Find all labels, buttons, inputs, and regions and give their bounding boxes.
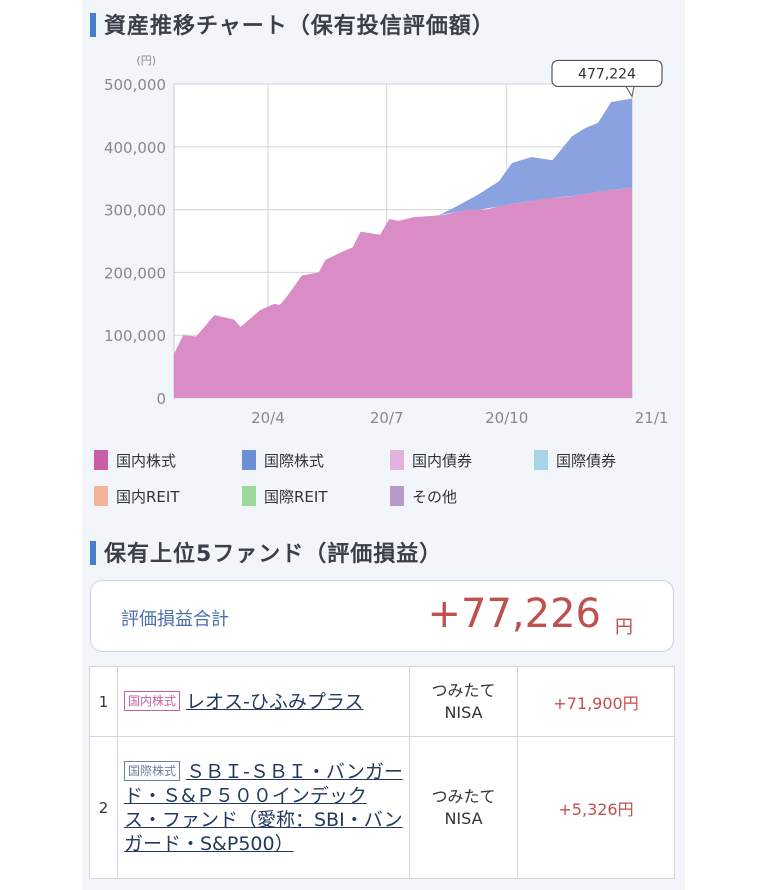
y-unit-label: (円)	[136, 54, 156, 67]
total-gain-value: +77,226	[427, 591, 601, 637]
y-tick-label: 200,000	[104, 264, 166, 282]
legend-swatch	[242, 450, 256, 470]
value-callout-label: 477,224	[578, 66, 636, 82]
x-tick-label: 21/1	[635, 409, 669, 427]
fund-link[interactable]: ＳＢＩ-ＳＢＩ・バンガード・Ｓ&Ｐ５００インデックス・ファンド（愛称：SBI・バ…	[124, 760, 403, 855]
x-tick-label: 20/10	[485, 409, 528, 427]
fund-gain: +5,326円	[517, 736, 675, 879]
value-callout-pointer	[625, 85, 635, 98]
fund-link[interactable]: レオス-ひふみプラス	[186, 690, 364, 713]
value-callout-box	[551, 59, 663, 88]
legend-item-intl-bond: 国際債券	[534, 450, 616, 471]
legend-item-domestic-bond: 国内債券	[390, 450, 472, 471]
fund-row: 2 国際株式 ＳＢＩ-ＳＢＩ・バンガード・Ｓ&Ｐ５００インデックス・ファンド（愛称…	[89, 736, 675, 879]
title-accent-bar	[90, 13, 96, 37]
legend-item-domestic-stock: 国内株式	[94, 450, 176, 471]
y-tick-label: 100,000	[104, 327, 166, 345]
fund-rank: 1	[89, 666, 118, 737]
legend-swatch	[390, 450, 404, 470]
top-funds-table: 1 国内株式 レオス-ひふみプラス つみたて NISA +71,900円 2 国際株…	[89, 666, 675, 879]
y-tick-label: 300,000	[104, 202, 166, 220]
legend-item-intl-reit: 国際REIT	[242, 486, 328, 507]
portfolio-page: 資産推移チャート（保有投信評価額） 500,000 400,000 300,000 2…	[82, 0, 685, 890]
fund-category-tag: 国内株式	[124, 690, 181, 711]
asset-trend-chart: 500,000 400,000 300,000 200,000 100,000 0 (円) 2…	[104, 54, 669, 427]
legend-swatch	[390, 486, 404, 506]
fund-category-tag: 国際株式	[124, 760, 181, 781]
fund-name-cell: 国内株式 レオス-ひふみプラス	[117, 666, 410, 737]
fund-account-type: つみたて NISA	[409, 666, 518, 737]
total-gain-label: 評価損益合計	[121, 609, 229, 630]
legend-item-other: その他	[390, 486, 457, 507]
title-accent-bar	[90, 541, 96, 565]
y-tick-label: 0	[156, 390, 166, 408]
legend-swatch	[94, 450, 108, 470]
fund-rank: 2	[89, 736, 118, 879]
fund-row: 1 国内株式 レオス-ひふみプラス つみたて NISA +71,900円	[89, 666, 675, 737]
area-intl-stock	[438, 98, 632, 216]
chart-section-title: 資産推移チャート（保有投信評価額）	[90, 8, 495, 40]
legend-item-intl-stock: 国際株式	[242, 450, 324, 471]
total-gain-summary: 評価損益合計 +77,226 円	[90, 580, 674, 652]
legend-swatch	[94, 486, 108, 506]
area-domestic-stock	[174, 187, 632, 398]
legend-item-domestic-reit: 国内REIT	[94, 486, 180, 507]
x-tick-label: 20/7	[370, 409, 404, 427]
fund-gain: +71,900円	[517, 666, 675, 737]
total-gain-unit: 円	[615, 617, 633, 638]
y-tick-label: 500,000	[104, 76, 166, 94]
x-tick-label: 20/4	[251, 409, 285, 427]
fund-name-cell: 国際株式 ＳＢＩ-ＳＢＩ・バンガード・Ｓ&Ｐ５００インデックス・ファンド（愛称：S…	[117, 736, 410, 879]
funds-section-title: 保有上位5ファンド（評価損益）	[90, 536, 442, 568]
legend-swatch	[534, 450, 548, 470]
y-tick-label: 400,000	[104, 139, 166, 157]
fund-account-type: つみたて NISA	[409, 736, 518, 879]
legend-swatch	[242, 486, 256, 506]
